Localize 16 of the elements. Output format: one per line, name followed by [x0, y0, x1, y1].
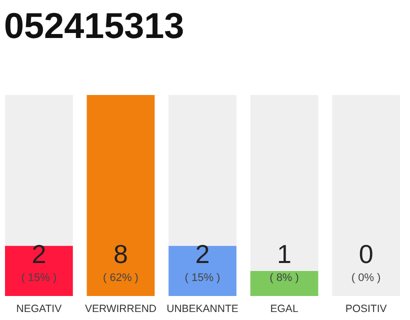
x-tick-label: VERWIRREND: [84, 303, 157, 315]
x-tick-label: EGAL: [270, 303, 298, 315]
x-tick-label: NEGATIV: [16, 303, 62, 315]
data-label: 2: [32, 239, 46, 269]
data-label: 1: [277, 239, 292, 269]
x-tick-label: UNBEKANNTE: [166, 303, 238, 315]
data-label: 2: [195, 239, 210, 269]
x-tick-label: POSITIV: [345, 303, 387, 315]
data-label: 8: [113, 239, 128, 269]
annotation: 0: [358, 239, 374, 269]
annotation: ( 0% ): [351, 272, 381, 284]
chart-title: 052415313: [4, 5, 184, 46]
annotation: ( 62% ): [102, 272, 138, 284]
annotation: ( 15% ): [21, 272, 57, 284]
annotation: ( 8% ): [270, 272, 299, 284]
annotation: ( 15% ): [184, 272, 220, 284]
